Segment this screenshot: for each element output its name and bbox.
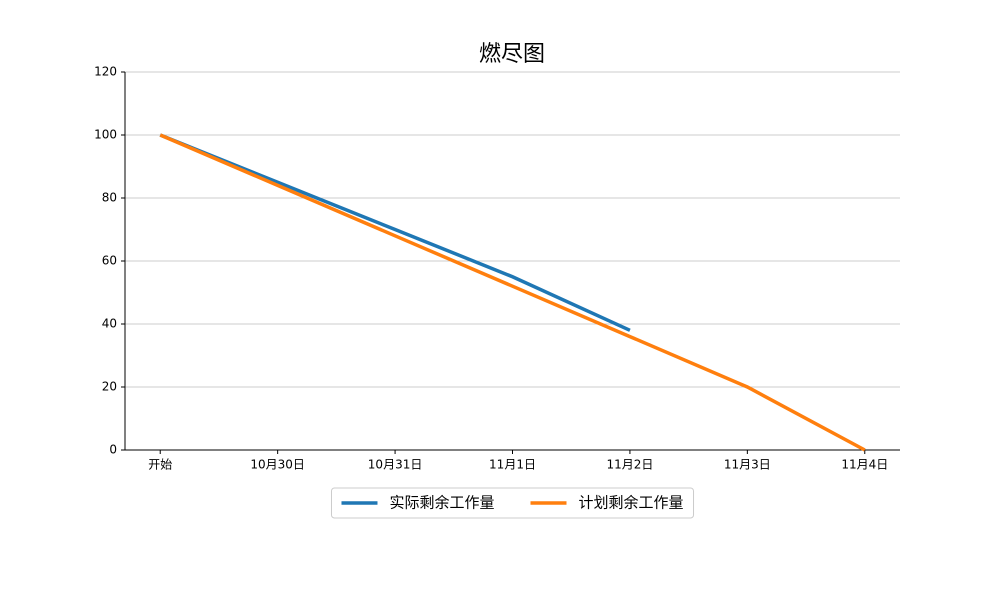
y-tick-label: 80: [102, 191, 117, 205]
legend-label: 计划剩余工作量: [579, 494, 684, 512]
x-tick-label: 10月31日: [368, 458, 423, 472]
y-tick-label: 40: [102, 317, 117, 331]
x-tick-label: 11月1日: [489, 458, 536, 472]
chart-title: 燃尽图: [479, 42, 545, 67]
legend: 实际剩余工作量 计划剩余工作量: [330, 487, 695, 519]
y-tick-label: 60: [102, 254, 117, 268]
y-tick-label: 20: [102, 380, 117, 394]
x-tick-label: 11月4日: [841, 458, 888, 472]
x-tick-label: 10月30日: [250, 458, 305, 472]
x-tick-label: 11月3日: [724, 458, 771, 472]
y-tick-label: 120: [94, 65, 117, 79]
legend-label: 实际剩余工作量: [389, 494, 494, 512]
x-tick-label: 开始: [148, 458, 172, 472]
x-tick-label: 11月2日: [606, 458, 653, 472]
y-tick-label: 0: [109, 443, 117, 457]
series-line: [159, 133, 631, 332]
legend-box: [330, 487, 695, 519]
y-tick-label: 100: [94, 128, 117, 142]
series-line: [159, 133, 866, 452]
